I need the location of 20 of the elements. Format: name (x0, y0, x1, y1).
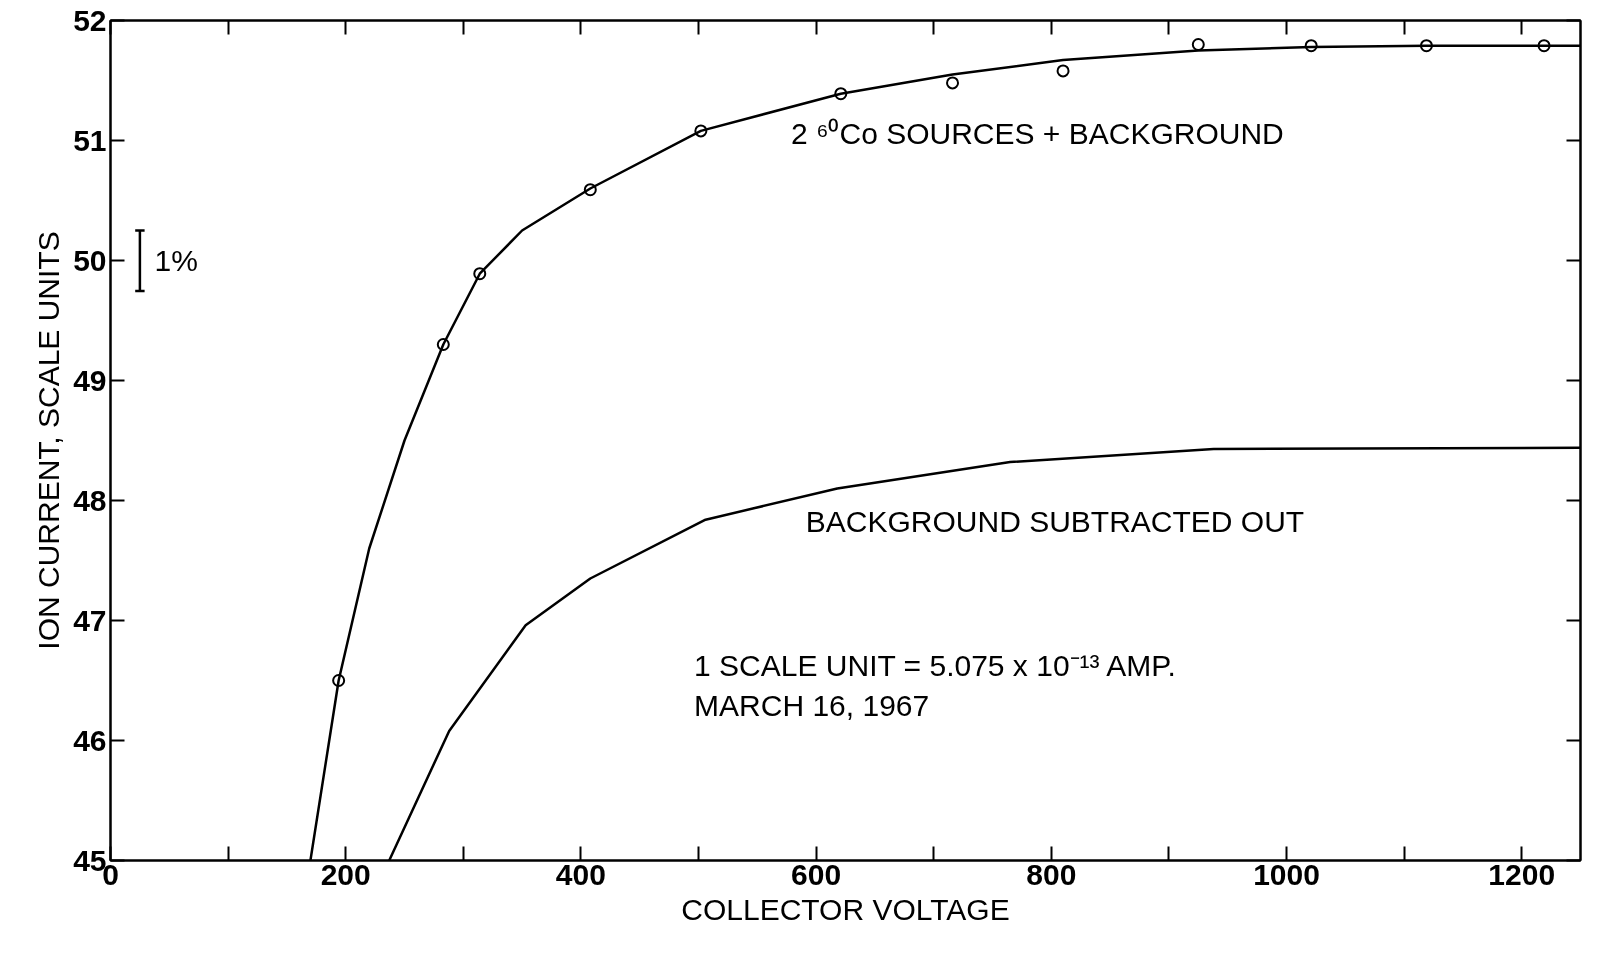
series-label: BACKGROUND SUBTRACTED OUT (805, 505, 1305, 539)
annotation: 1% (154, 244, 198, 278)
y-tick-label: 52 (73, 3, 107, 37)
y-tick-label: 51 (73, 123, 107, 157)
y-tick-label: 47 (73, 603, 107, 637)
x-tick-label: 1200 (1488, 857, 1556, 891)
y-axis-title: ION CURRENT, SCALE UNITS (32, 231, 66, 650)
x-axis-title: COLLECTOR VOLTAGE (681, 892, 1010, 926)
x-tick-label: 200 (320, 857, 371, 891)
y-tick-label: 46 (73, 723, 107, 757)
y-tick-label: 48 (73, 483, 107, 517)
x-tick-label: 600 (791, 857, 842, 891)
series-label: 2 ⁶⁰Co SOURCES + BACKGROUND (791, 116, 1284, 150)
annotation: 1 SCALE UNIT = 5.075 x 10⁻¹³ AMP. (694, 649, 1176, 683)
x-tick-label: 400 (555, 857, 606, 891)
x-tick-label: 1000 (1253, 857, 1320, 891)
y-tick-label: 49 (73, 363, 107, 397)
y-tick-label: 50 (73, 243, 107, 277)
annotation: MARCH 16, 1967 (694, 689, 930, 723)
x-tick-label: 800 (1026, 857, 1077, 891)
